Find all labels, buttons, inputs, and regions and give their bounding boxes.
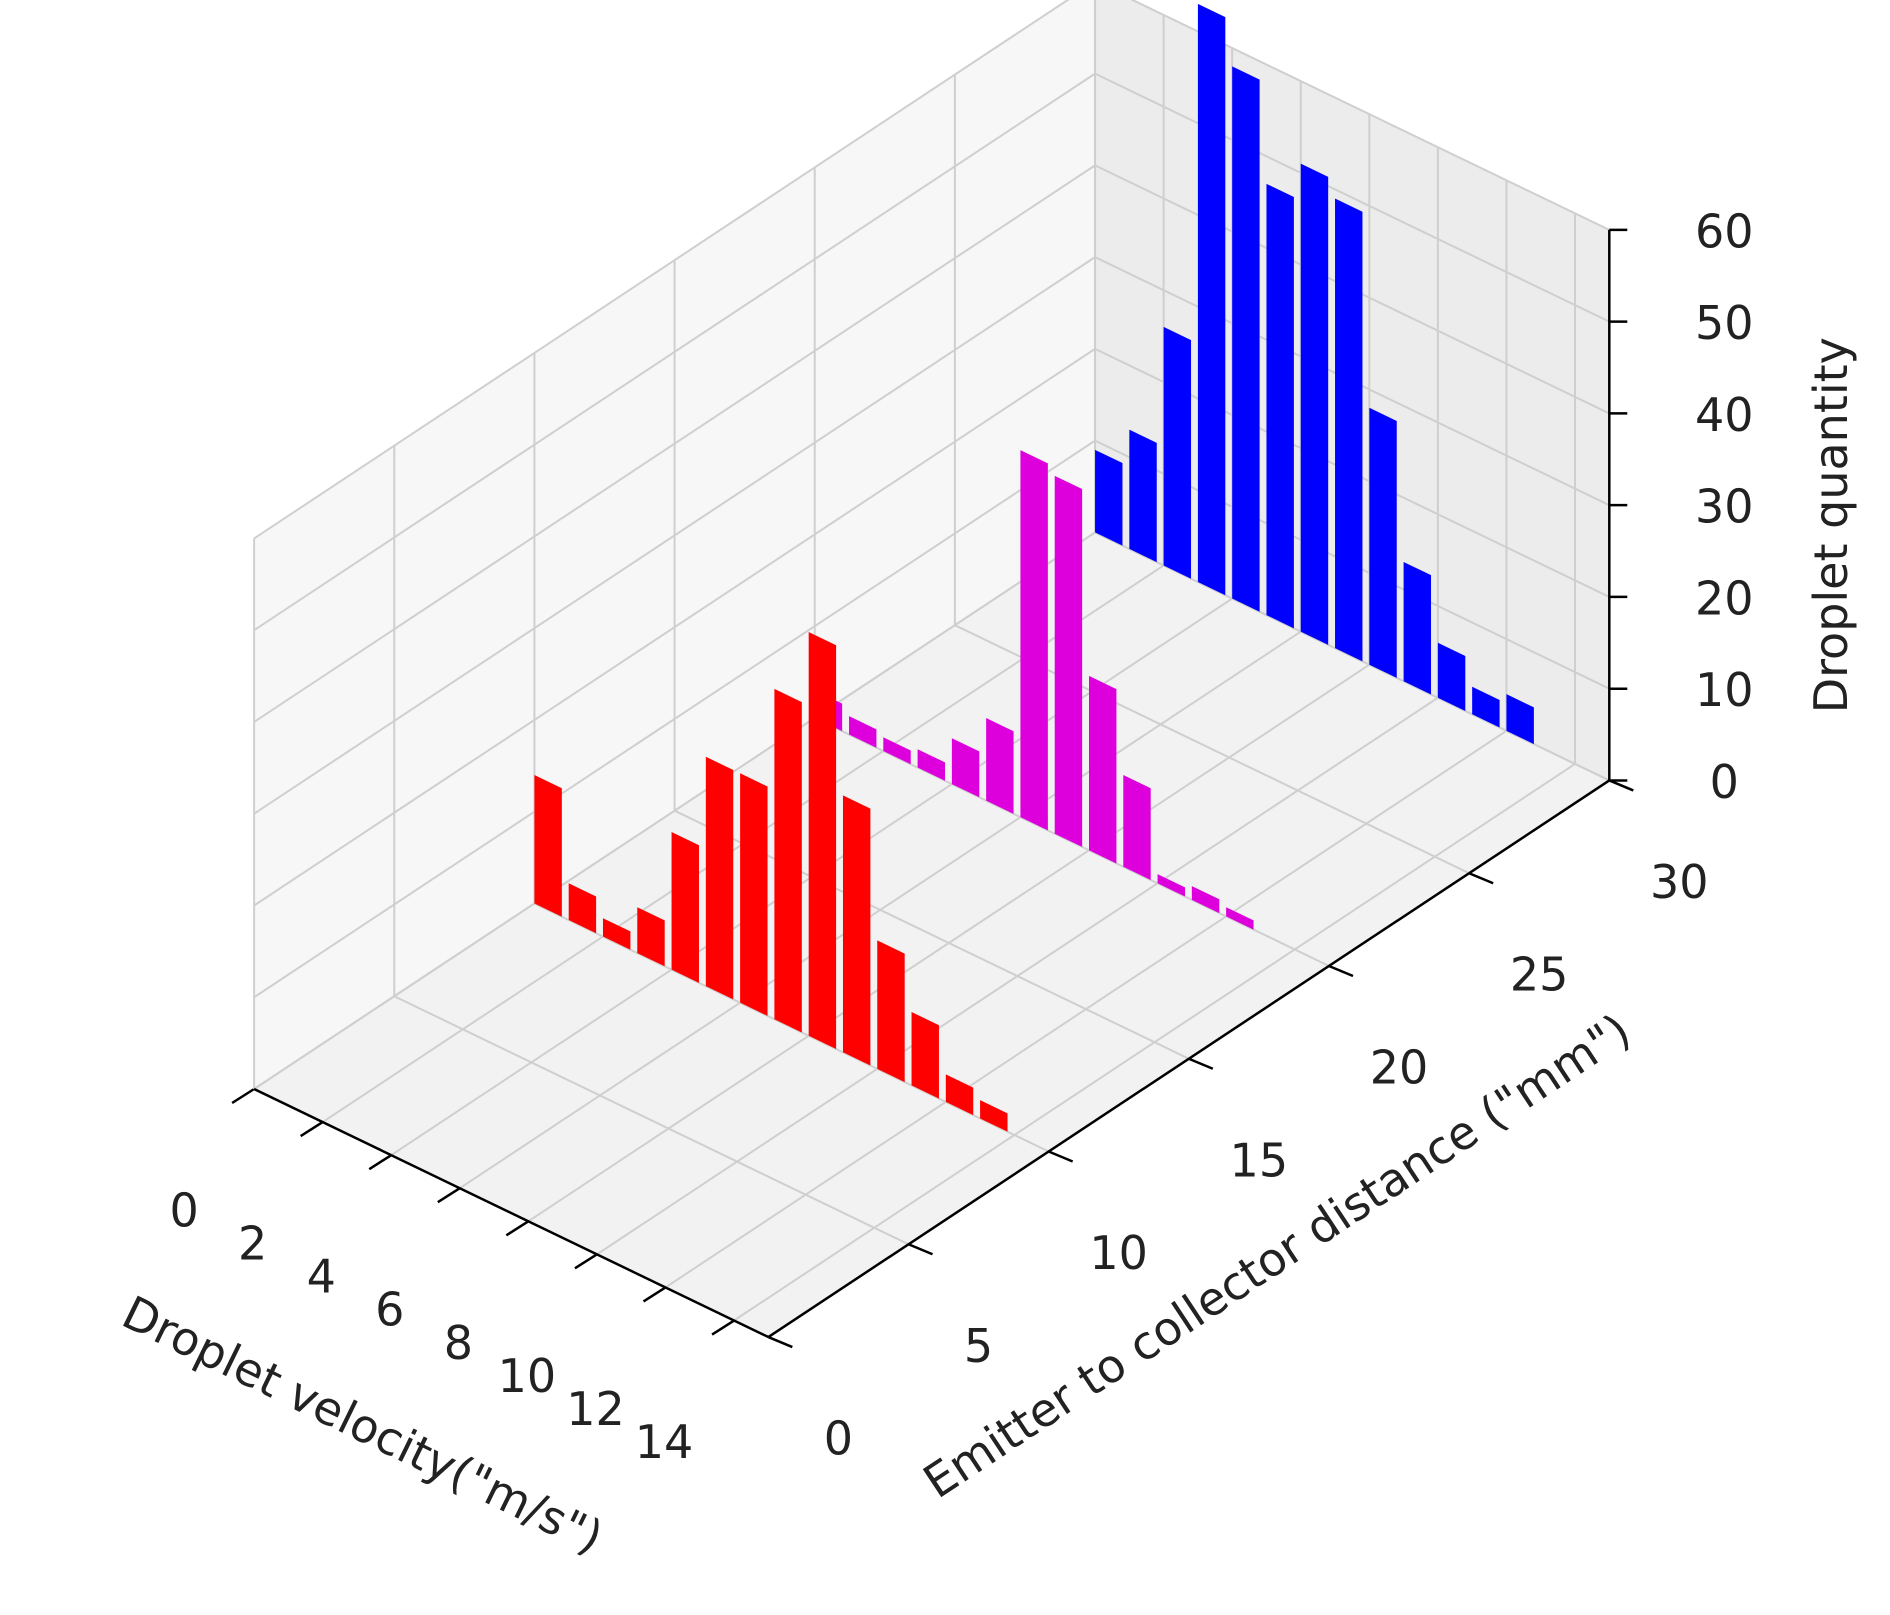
bar xyxy=(911,1011,939,1099)
tick-mark xyxy=(574,1253,598,1270)
bar xyxy=(1266,183,1294,629)
bar xyxy=(808,632,837,1049)
grid-line xyxy=(253,348,1096,907)
tick-mark xyxy=(642,1286,667,1303)
tick-mark xyxy=(368,1154,392,1171)
tick-mark xyxy=(437,1187,461,1204)
z-tick-label: 10 xyxy=(1695,663,1754,717)
tick-mark xyxy=(1608,779,1634,792)
z-tick-label: 50 xyxy=(1695,296,1754,350)
bar xyxy=(842,795,871,1066)
z-axis-label: Droplet quantity xyxy=(1804,337,1858,713)
x-tick-label: 2 xyxy=(238,1217,267,1271)
grid-line xyxy=(814,717,1330,967)
grid-line xyxy=(253,256,1096,815)
bar xyxy=(740,773,768,1016)
bar xyxy=(1335,198,1363,662)
x-axis-label: Droplet velocity("m/s") xyxy=(114,1285,611,1564)
tick-mark xyxy=(767,1335,793,1349)
tick-mark xyxy=(711,1319,735,1336)
x-tick-label: 14 xyxy=(635,1415,694,1469)
x-tick-label: 10 xyxy=(498,1349,557,1403)
bar xyxy=(1123,775,1151,880)
tick-mark xyxy=(1328,964,1354,978)
tick-mark xyxy=(505,1220,530,1237)
z-tick-label: 20 xyxy=(1695,571,1754,625)
y-tick-label: 0 xyxy=(824,1412,853,1466)
x-tick-label: 8 xyxy=(444,1316,473,1370)
axis-line xyxy=(253,1087,769,1339)
y-tick-label: 30 xyxy=(1650,855,1709,909)
bar xyxy=(774,688,802,1033)
tick-mark xyxy=(908,1243,933,1256)
y-tick-label: 15 xyxy=(1230,1133,1289,1187)
bar xyxy=(1163,326,1192,579)
bar xyxy=(1191,886,1220,914)
bar xyxy=(1197,3,1226,596)
tick-mark xyxy=(1048,1150,1074,1163)
grid-line xyxy=(253,164,1096,723)
bar xyxy=(877,940,905,1083)
y-tick-label: 10 xyxy=(1089,1226,1148,1280)
grid-line xyxy=(253,72,1096,632)
bar xyxy=(849,716,877,748)
grid-line xyxy=(393,995,909,1246)
grid-line xyxy=(1094,72,1610,323)
bar xyxy=(637,907,665,967)
bar xyxy=(1437,642,1466,711)
grid-line xyxy=(1130,0,1610,231)
bar xyxy=(1089,675,1117,864)
y-tick-label: 25 xyxy=(1510,948,1569,1002)
tick-mark xyxy=(1188,1057,1214,1070)
bar xyxy=(1300,163,1329,645)
tick-mark xyxy=(299,1121,324,1138)
x-tick-label: 4 xyxy=(307,1250,336,1304)
grid-line xyxy=(253,531,1096,1090)
x-tick-label: 12 xyxy=(566,1382,625,1436)
bar xyxy=(568,883,597,934)
bar xyxy=(1129,429,1157,563)
y-tick-label: 20 xyxy=(1370,1040,1429,1094)
bar xyxy=(1403,561,1432,695)
bar xyxy=(1232,66,1260,612)
z-tick-label: 30 xyxy=(1695,480,1754,534)
bar xyxy=(602,918,631,950)
tick-mark xyxy=(1468,872,1494,885)
bar xyxy=(534,775,562,917)
bar xyxy=(980,1100,1008,1132)
grid-line xyxy=(253,439,1096,999)
grid-line xyxy=(253,0,1070,540)
bar xyxy=(883,737,911,765)
z-tick-label: 40 xyxy=(1695,388,1754,442)
bar xyxy=(1506,694,1534,745)
x-tick-label: 0 xyxy=(169,1184,198,1238)
tick-mark xyxy=(231,1087,255,1105)
y-tick-label: 5 xyxy=(964,1319,993,1373)
bar xyxy=(1054,475,1083,847)
bar xyxy=(1157,874,1185,897)
x-tick-label: 6 xyxy=(375,1283,404,1337)
bar xyxy=(1095,449,1123,546)
bar xyxy=(1472,686,1500,728)
bar xyxy=(1020,450,1048,831)
bar xyxy=(945,1074,974,1116)
axis-line xyxy=(767,779,1610,1339)
bar xyxy=(986,718,1014,814)
bar xyxy=(671,831,699,983)
bar xyxy=(1369,407,1397,678)
grid-line xyxy=(533,902,1050,1153)
bar xyxy=(1226,907,1254,930)
bar xyxy=(951,738,980,798)
z-tick-label: 60 xyxy=(1695,204,1754,258)
bar xyxy=(705,756,734,1000)
bar xyxy=(917,749,946,781)
z-tick-label: 0 xyxy=(1710,755,1739,809)
